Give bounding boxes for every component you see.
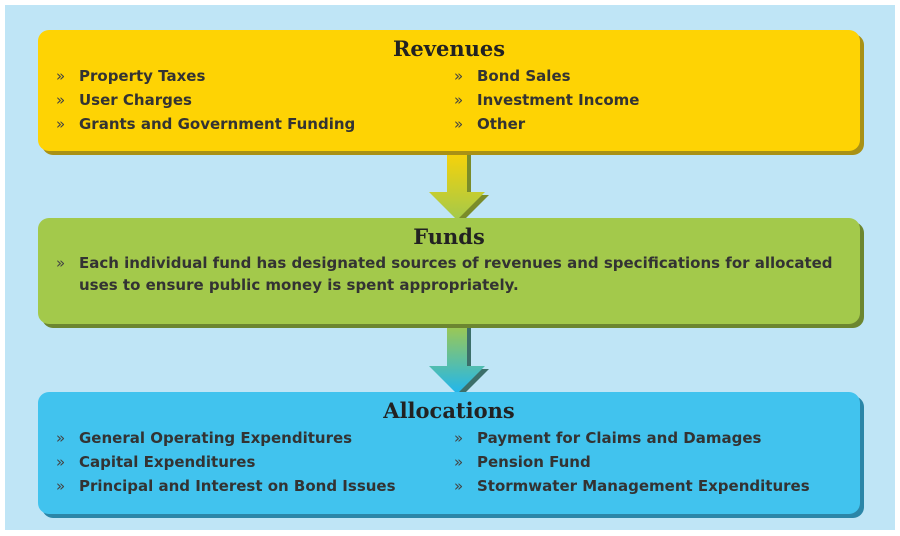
revenues-box: Revenues Property TaxesUser ChargesGrants…: [38, 30, 860, 151]
list-item: Principal and Interest on Bond Issues: [56, 474, 396, 498]
list-item: Capital Expenditures: [56, 450, 396, 474]
column: Payment for Claims and DamagesPension Fu…: [454, 426, 810, 498]
allocations-box: Allocations General Operating Expenditure…: [38, 392, 860, 514]
column: Bond SalesInvestment IncomeOther: [454, 64, 639, 136]
list-item: User Charges: [56, 88, 355, 112]
list-item: Other: [454, 112, 639, 136]
list-item: Investment Income: [454, 88, 639, 112]
list-item: Bond Sales: [454, 64, 639, 88]
list-item: General Operating Expenditures: [56, 426, 396, 450]
box-title: Funds: [413, 224, 485, 249]
list-item: Property Taxes: [56, 64, 355, 88]
column: General Operating ExpendituresCapital Ex…: [56, 426, 396, 498]
list-item: Pension Fund: [454, 450, 810, 474]
arrow: [429, 148, 485, 220]
column: Each individual fund has designated sour…: [56, 252, 839, 296]
box-title: Revenues: [392, 36, 506, 61]
arrow: [429, 323, 485, 394]
list-item: Each individual fund has designated sour…: [56, 252, 839, 296]
list-item: Stormwater Management Expenditures: [454, 474, 810, 498]
list-item: Grants and Government Funding: [56, 112, 355, 136]
column: Property TaxesUser ChargesGrants and Gov…: [56, 64, 355, 136]
funds-box: Funds Each individual fund has designated…: [38, 218, 860, 324]
box-title: Allocations: [383, 398, 515, 423]
list-item: Payment for Claims and Damages: [454, 426, 810, 450]
